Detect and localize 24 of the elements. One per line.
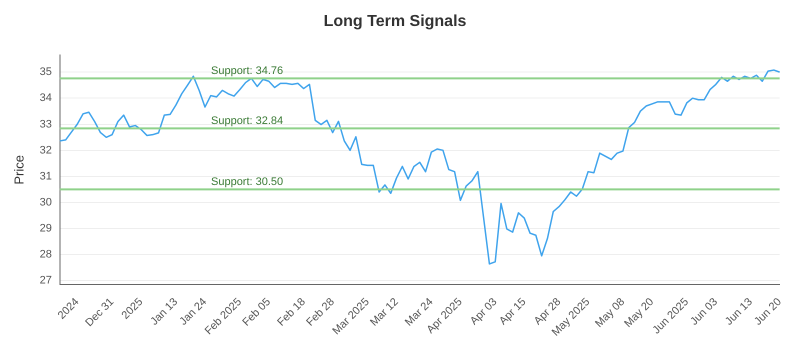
x-tick-label: Apr 03 — [468, 296, 500, 328]
x-tick-label: Feb 28 — [304, 296, 337, 329]
x-tick-label: Jun 03 — [688, 296, 720, 328]
x-tick-label: Dec 31 — [83, 296, 116, 330]
ref-line-label: Support: 30.50 — [211, 176, 284, 188]
x-tick-label: Apr 15 — [497, 296, 529, 328]
y-tick-label: 35 — [40, 66, 52, 78]
y-tick-label: 31 — [40, 170, 52, 182]
ref-line-label: Support: 34.76 — [211, 64, 284, 77]
y-tick-label: 27 — [40, 274, 52, 287]
x-tick-label: Jan 13 — [148, 296, 180, 328]
x-tick-label: Mar 12 — [368, 296, 401, 329]
y-tick-label: 30 — [40, 196, 52, 208]
y-tick-label: 33 — [40, 118, 52, 130]
x-tick-label: Feb 05 — [240, 296, 274, 329]
ref-line-label: Support: 32.84 — [211, 114, 284, 127]
y-tick-label: 32 — [40, 144, 52, 156]
y-tick-label: 28 — [40, 248, 52, 261]
y-tick-label: 34 — [40, 92, 52, 104]
y-tick-label: 29 — [40, 222, 52, 235]
chart-title: Long Term Signals — [324, 13, 467, 30]
y-axis-title: Price — [11, 155, 26, 185]
x-tick-label: Jun 20 — [752, 296, 784, 328]
x-tick-label: Jun 13 — [723, 296, 755, 328]
